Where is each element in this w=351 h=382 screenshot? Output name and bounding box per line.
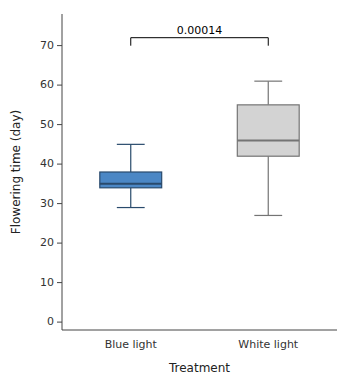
cap-high — [254, 81, 282, 82]
y-tick-label: 40 — [40, 157, 54, 170]
whisker-high — [268, 81, 269, 105]
y-tick — [57, 164, 62, 165]
y-tick-label: 20 — [40, 236, 54, 249]
y-tick — [57, 45, 62, 46]
x-axis: Blue light White light — [62, 330, 337, 351]
y-axis-title: Flowering time (day) — [9, 110, 23, 234]
x-tick-label: White light — [238, 338, 299, 351]
y-tick — [57, 203, 62, 204]
y-tick — [57, 282, 62, 283]
plot-area — [100, 38, 299, 216]
box — [100, 172, 162, 188]
box — [237, 105, 299, 156]
cap-high — [117, 144, 145, 145]
whisker-low — [268, 156, 269, 215]
whisker-high — [130, 144, 131, 172]
significance-label: 0.00014 — [177, 24, 223, 37]
y-tick — [57, 322, 62, 323]
x-axis-title: Treatment — [168, 361, 230, 375]
significance-bracket — [131, 38, 269, 46]
x-axis-line — [62, 330, 337, 331]
x-tick-label: Blue light — [105, 338, 158, 351]
y-tick-label: 50 — [40, 118, 54, 131]
y-tick — [57, 85, 62, 86]
median — [100, 183, 162, 185]
y-tick — [57, 243, 62, 244]
cap-low — [254, 215, 282, 216]
y-tick-label: 60 — [40, 78, 54, 91]
y-tick-label: 30 — [40, 197, 54, 210]
median — [237, 139, 299, 141]
whisker-low — [130, 188, 131, 208]
y-tick-label: 0 — [47, 315, 54, 328]
y-tick-label: 10 — [40, 276, 54, 289]
chart-container: 0 10 20 30 40 50 60 70 Blue light White light Trea… — [0, 0, 351, 382]
cap-low — [117, 207, 145, 208]
y-tick — [57, 124, 62, 125]
y-axis: 0 10 20 30 40 50 60 70 — [40, 14, 62, 330]
chart: 0 10 20 30 40 50 60 70 Blue light White light Trea… — [0, 0, 351, 382]
y-tick-label: 70 — [40, 39, 54, 52]
